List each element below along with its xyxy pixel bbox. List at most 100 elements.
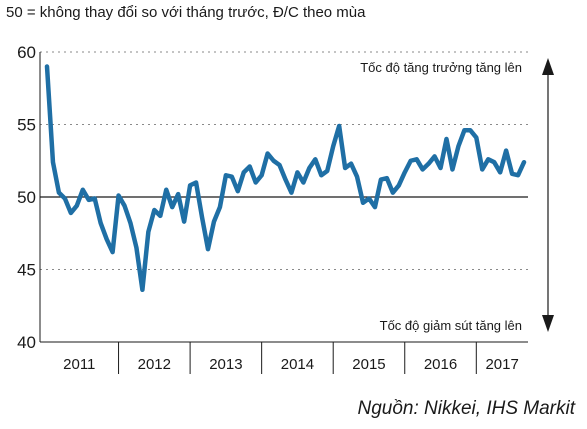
data-point <box>69 211 73 215</box>
data-points <box>45 65 526 292</box>
data-point <box>128 221 132 225</box>
data-point <box>140 288 144 292</box>
data-point <box>319 173 323 177</box>
data-point <box>355 175 359 179</box>
data-point <box>260 173 264 177</box>
data-point <box>272 159 276 163</box>
data-point <box>301 181 305 185</box>
data-point <box>117 194 121 198</box>
data-point <box>427 162 431 166</box>
data-point <box>289 191 293 195</box>
data-point <box>504 149 508 153</box>
y-tick-label: 40 <box>17 333 36 352</box>
data-point <box>75 204 79 208</box>
data-point <box>93 196 97 200</box>
data-point <box>206 247 210 251</box>
data-point <box>307 166 311 170</box>
data-point <box>474 136 478 140</box>
data-point <box>111 250 115 254</box>
data-point <box>266 152 270 156</box>
data-point <box>325 169 329 173</box>
annotation-growth-rising: Tốc độ tăng trưởng tăng lên <box>360 60 522 75</box>
data-point <box>230 175 234 179</box>
data-point <box>379 178 383 182</box>
data-point <box>236 189 240 193</box>
data-point <box>146 230 150 234</box>
x-axis: 2011 2012 2013 2014 2015 2016 2017 <box>40 341 528 374</box>
data-point <box>194 181 198 185</box>
data-point <box>134 246 138 250</box>
x-year-label: 2013 <box>209 356 242 373</box>
data-point <box>218 205 222 209</box>
data-point <box>87 198 91 202</box>
data-point <box>516 173 520 177</box>
data-point <box>123 204 127 208</box>
data-point <box>456 144 460 148</box>
data-point <box>45 65 49 69</box>
data-point <box>170 205 174 209</box>
data-point <box>200 215 204 219</box>
data-point <box>480 167 484 171</box>
source-note: Nguồn: Nikkei, IHS Markit <box>357 398 575 419</box>
y-tick-label: 55 <box>17 116 36 135</box>
x-year-label: 2016 <box>424 356 457 373</box>
y-tick-label: 60 <box>17 43 36 62</box>
data-point <box>349 162 353 166</box>
data-point <box>63 196 67 200</box>
data-point <box>284 178 288 182</box>
data-point <box>361 201 365 205</box>
data-point <box>403 170 407 174</box>
data-point <box>295 170 299 174</box>
direction-arrow <box>542 58 554 332</box>
data-point <box>385 176 389 180</box>
data-point <box>105 237 109 241</box>
data-point <box>409 159 413 163</box>
data-point <box>367 196 371 200</box>
data-point <box>331 144 335 148</box>
data-point <box>397 183 401 187</box>
data-point <box>415 157 419 161</box>
data-point <box>51 160 55 164</box>
data-point <box>81 188 85 192</box>
data-point <box>188 183 192 187</box>
data-point <box>444 137 448 141</box>
y-axis: 40 45 50 55 60 <box>17 43 41 352</box>
annotation-decline-rising: Tốc độ giảm sút tăng lên <box>380 318 522 333</box>
data-point <box>152 208 156 212</box>
data-point <box>164 188 168 192</box>
x-year-label: 2012 <box>138 356 171 373</box>
data-point <box>182 220 186 224</box>
data-point <box>337 124 341 128</box>
data-point <box>498 170 502 174</box>
data-point <box>439 166 443 170</box>
data-point <box>313 157 317 161</box>
data-point <box>433 154 437 158</box>
data-point <box>254 181 258 185</box>
x-year-label: 2017 <box>485 356 518 373</box>
data-point <box>99 221 103 225</box>
data-point <box>242 170 246 174</box>
data-point <box>248 165 252 169</box>
data-point <box>468 128 472 132</box>
data-point <box>57 191 61 195</box>
x-year-label: 2011 <box>63 356 95 373</box>
y-tick-label: 50 <box>17 188 36 207</box>
data-point <box>212 220 216 224</box>
arrow-down-icon <box>542 315 554 332</box>
chart-subtitle: 50 = không thay đổi so với tháng trước, … <box>6 4 366 21</box>
data-point <box>450 167 454 171</box>
data-point <box>486 157 490 161</box>
y-tick-label: 45 <box>17 261 36 280</box>
data-point <box>462 128 466 132</box>
x-year-label: 2014 <box>281 356 314 373</box>
data-point <box>343 166 347 170</box>
data-point <box>278 163 282 167</box>
series-line-pmi <box>44 64 527 293</box>
x-year-label: 2015 <box>352 356 385 373</box>
data-point <box>421 167 425 171</box>
data-point <box>158 214 162 218</box>
data-point <box>373 205 377 209</box>
arrow-up-icon <box>542 58 554 75</box>
data-point <box>492 160 496 164</box>
